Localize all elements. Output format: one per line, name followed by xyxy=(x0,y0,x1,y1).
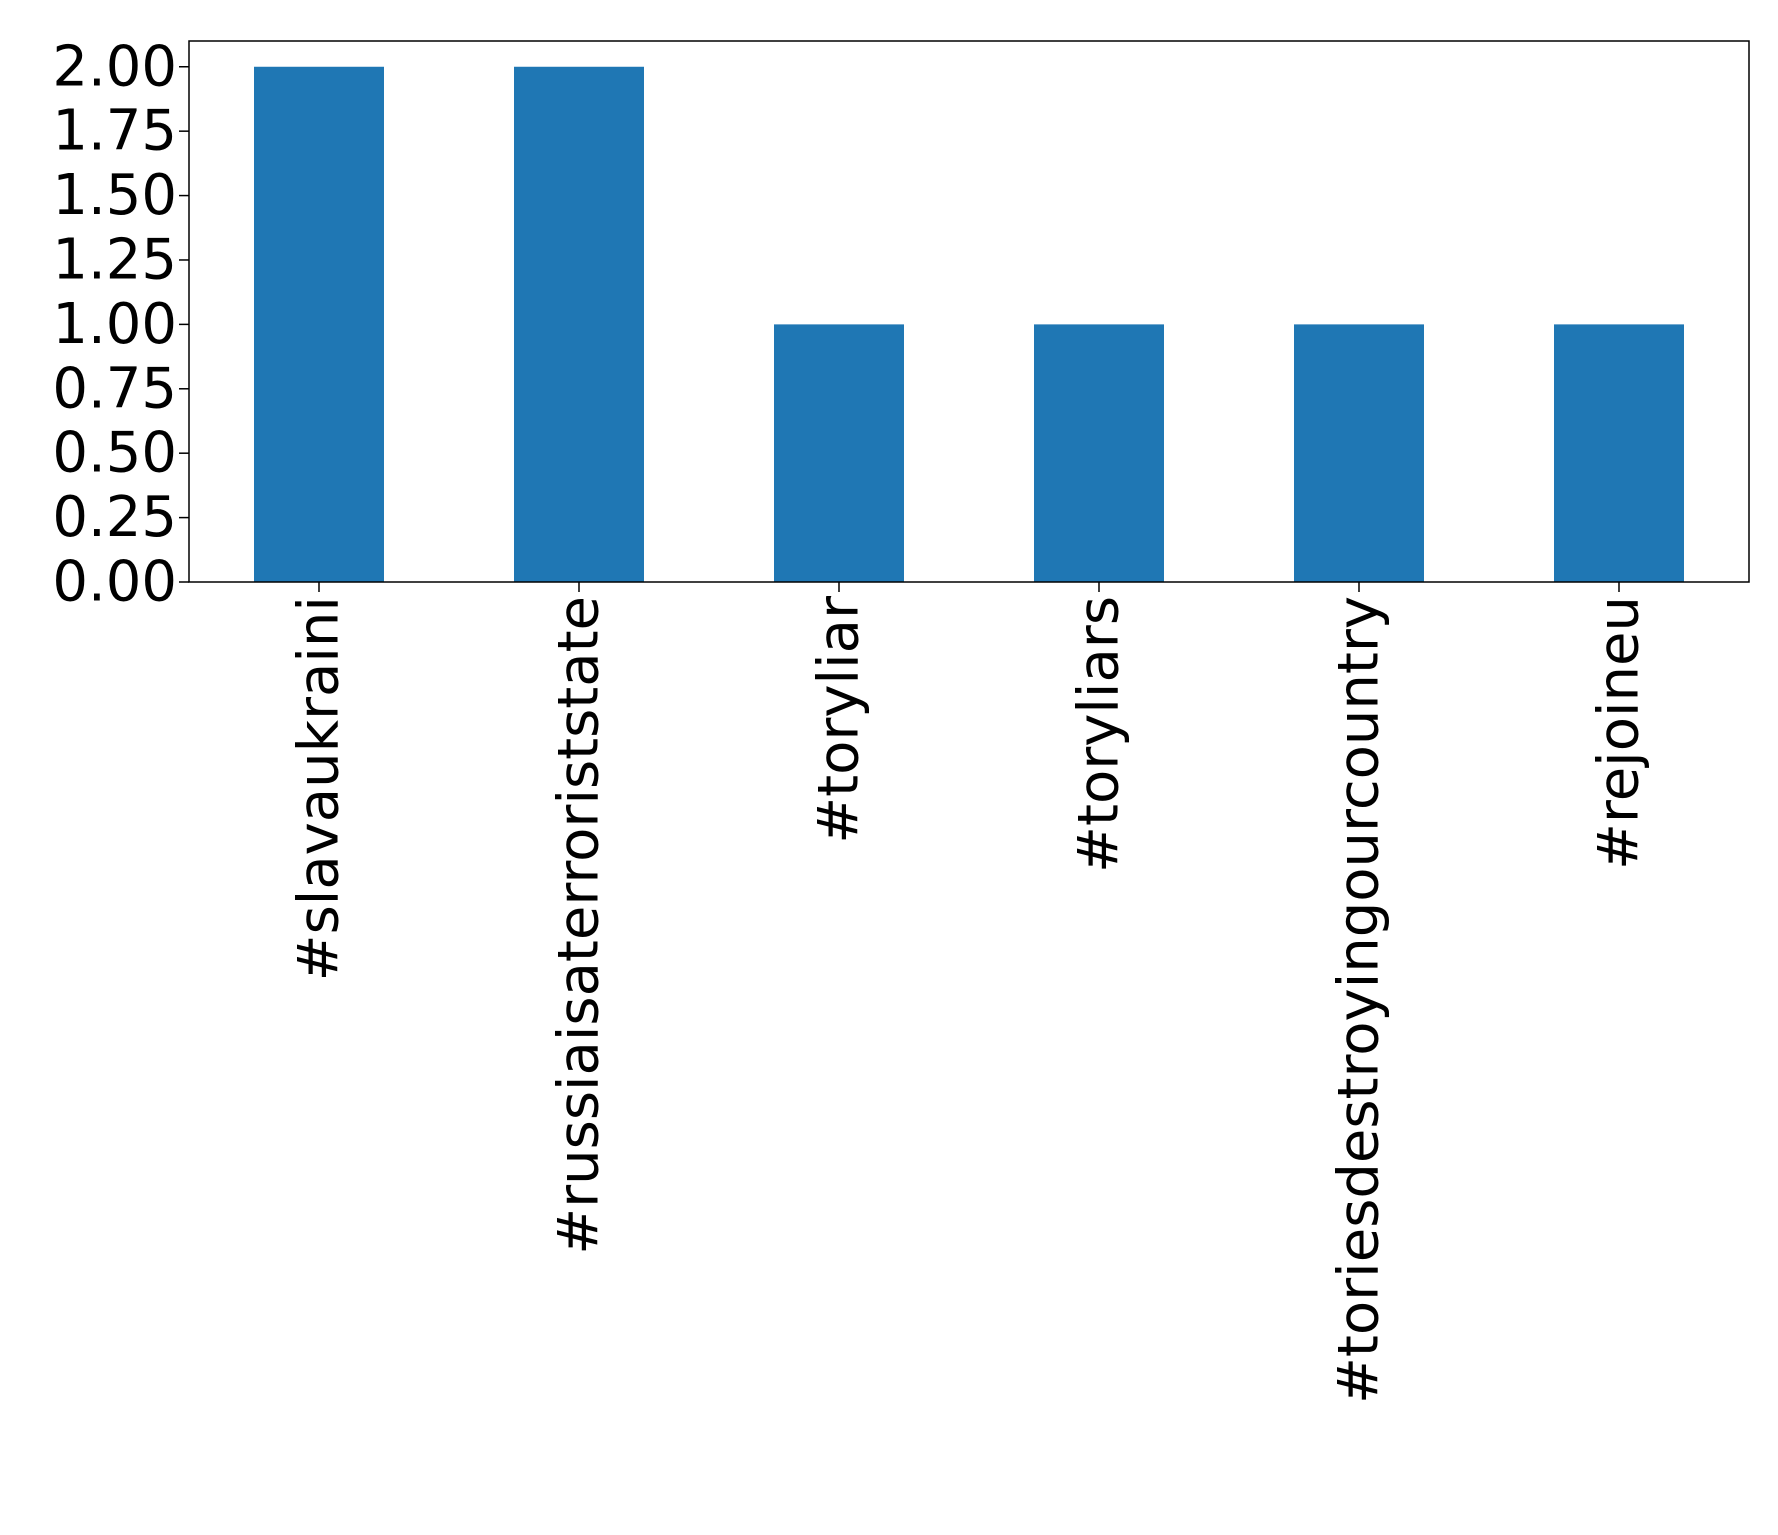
x-axis: #slavaukraini #russiaisaterroriststate #to… xyxy=(287,582,1652,1404)
y-axis: 0.000.250.500.751.001.251.501.752.00 xyxy=(52,34,189,615)
x-tick-label: #slavaukraini xyxy=(287,596,352,981)
x-tick-label: #toryliars xyxy=(1067,596,1132,873)
y-tick-label: 0.00 xyxy=(52,550,177,615)
bar-3 xyxy=(1034,324,1164,582)
bar-2 xyxy=(774,324,904,582)
plot-frame xyxy=(188,40,1750,583)
x-tick-label: #russiaisaterroriststate xyxy=(547,596,612,1255)
y-tick-label: 0.25 xyxy=(52,485,177,550)
x-tick-label: #rejoineu xyxy=(1587,596,1652,870)
bar-5 xyxy=(1554,324,1684,582)
y-tick-label: 2.00 xyxy=(52,34,177,99)
bar-group xyxy=(254,66,1684,582)
bar-4 xyxy=(1294,324,1424,582)
bar-1 xyxy=(514,66,644,582)
y-tick-label: 1.50 xyxy=(52,163,177,228)
y-tick-label: 0.50 xyxy=(52,421,177,486)
y-tick-label: 0.75 xyxy=(52,356,177,421)
x-tick-label: #toriesdestroyingourcountry xyxy=(1327,596,1392,1404)
x-tick-label: #toryliar xyxy=(807,595,872,844)
bar-0 xyxy=(254,66,384,582)
y-tick-label: 1.75 xyxy=(52,99,177,164)
y-tick-label: 1.25 xyxy=(52,227,177,292)
y-tick-label: 1.00 xyxy=(52,292,177,357)
